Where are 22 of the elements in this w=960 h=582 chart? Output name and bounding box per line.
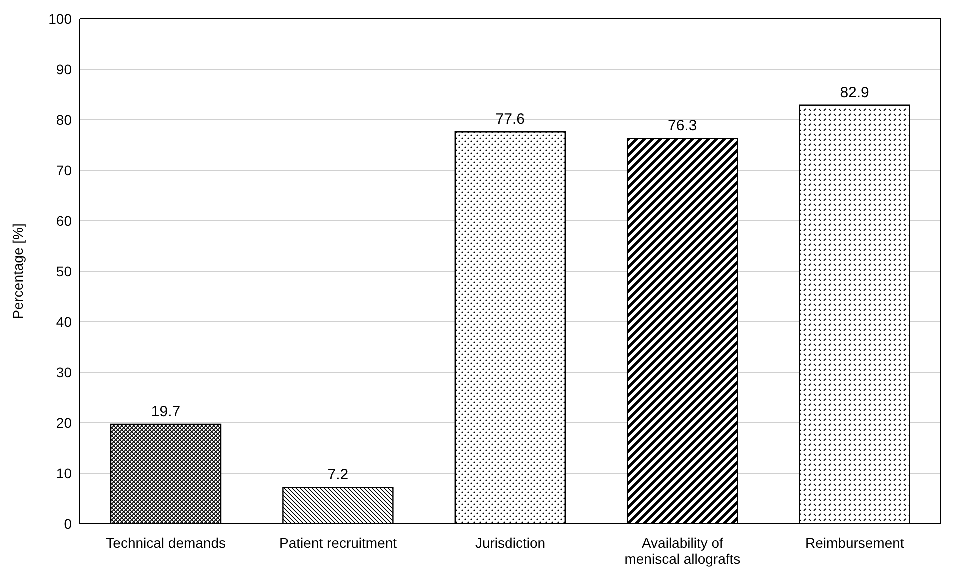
x-tick-label: Technical demands [106,535,226,551]
x-tick-label: Patient recruitment [280,535,398,551]
y-tick-label: 60 [56,212,72,229]
y-tick-label: 20 [56,414,72,431]
x-tick-label: Availability of meniscal allografts [624,535,741,567]
x-tick-label: Jurisdiction [475,535,546,551]
y-tick-label: 50 [56,263,72,280]
data-label: 7.2 [328,466,349,484]
data-label: 19.7 [151,404,181,421]
y-tick-label: 70 [56,162,72,178]
y-tick-label: 10 [56,465,72,482]
y-tick-label: 80 [56,112,72,128]
y-tick-label: 40 [56,314,72,330]
y-tick-label: 0 [64,516,72,532]
y-tick-label: 90 [56,61,72,78]
data-label: 76.3 [668,118,698,135]
data-label: 77.6 [496,111,525,128]
y-axis-title: Percentage [%] [10,224,26,320]
x-tick-label: Reimbursement [805,535,904,551]
data-label: 82.9 [840,84,870,102]
y-tick-label: 30 [56,364,72,380]
y-tick-label: 100 [48,10,72,27]
